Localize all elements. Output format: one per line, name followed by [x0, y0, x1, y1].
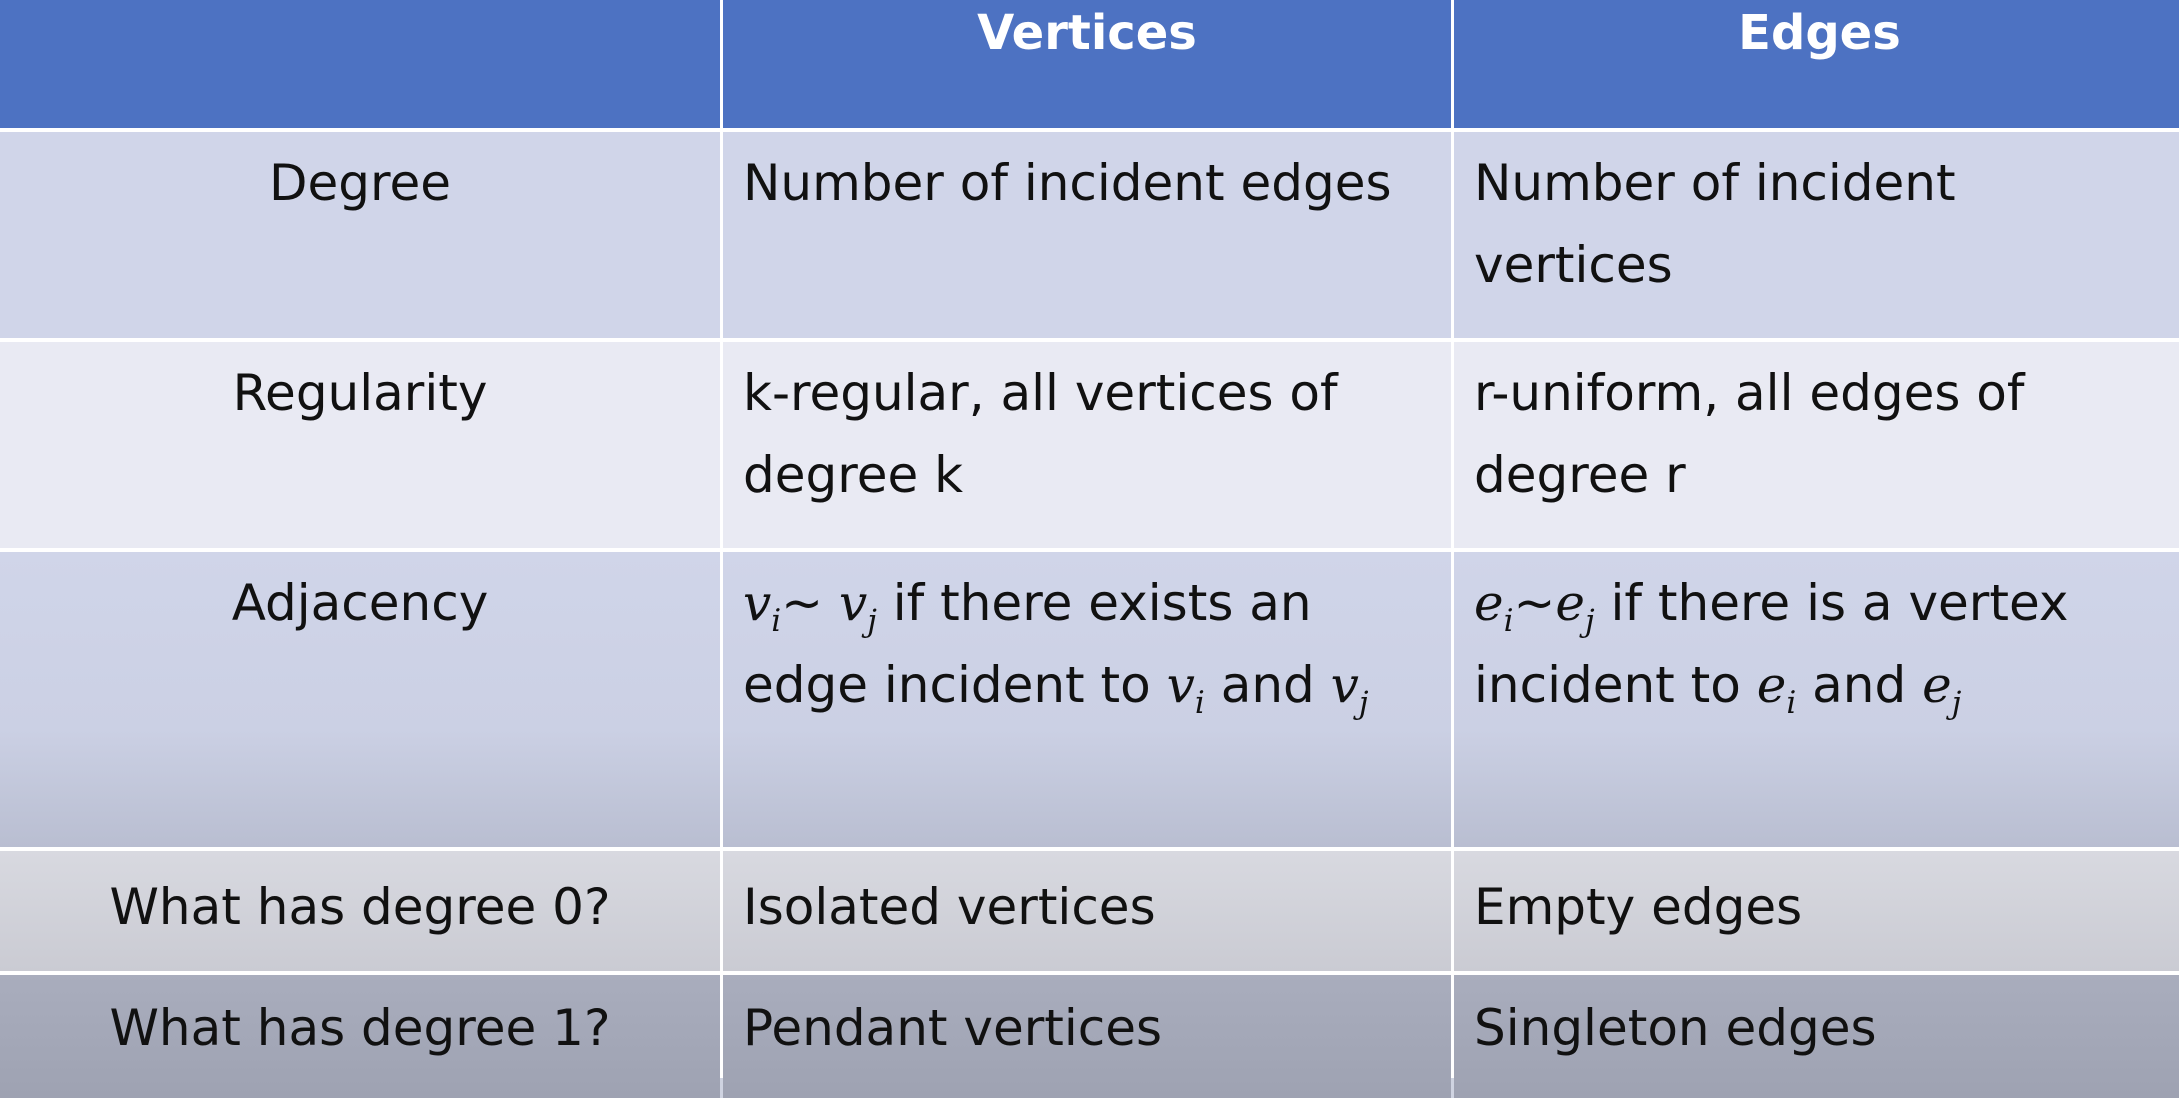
math-e: e: [1756, 656, 1787, 714]
row-degree-label: Degree: [269, 154, 451, 212]
row-regularity-label: Regularity: [232, 364, 488, 422]
row-degree-vertices: Number of incident edges: [723, 132, 1451, 338]
math-e: e: [1555, 574, 1586, 632]
math-sub-i: i: [1786, 684, 1797, 721]
row-regularity-edges-line1: r-uniform, all edges of: [1474, 364, 2025, 422]
row-adjacency-vertices: vi~ vj if there exists an edge incident …: [723, 552, 1451, 847]
row-adjacency-label-cell: Adjacency: [0, 552, 720, 847]
row-regularity-vertices-line2: degree k: [743, 446, 964, 504]
row-degree1-vertices-text: Pendant vertices: [743, 999, 1163, 1057]
adjacency-vertices-prefix2: edge incident to: [743, 656, 1167, 714]
math-sub-j: j: [1951, 684, 1962, 721]
math-sub-i: i: [1194, 684, 1205, 721]
header-edges-label: Edges: [1738, 5, 1901, 61]
adjacency-vertices-line2: edge incident to vi and vj: [743, 644, 1441, 726]
math-v: v: [1166, 656, 1195, 714]
math-e: e: [1474, 574, 1504, 632]
row-degree-vertices-text: Number of incident edges: [743, 154, 1392, 212]
math-v: v: [1330, 656, 1359, 714]
row-adjacency-label: Adjacency: [231, 574, 489, 632]
row-degree-edges-line2: vertices: [1474, 236, 1673, 294]
row-degree0-vertices: Isolated vertices: [723, 851, 1451, 971]
row-degree1-edges-text: Singleton edges: [1474, 999, 1877, 1057]
math-e: e: [1922, 656, 1952, 714]
math-v: v: [838, 574, 868, 632]
adjacency-vertices-rest1: if there exists an: [876, 574, 1312, 632]
math-sub-i: i: [771, 602, 782, 639]
row-degree1-vertices: Pendant vertices: [723, 975, 1451, 1098]
row-degree0-label: What has degree 0?: [109, 878, 611, 936]
header-vertices-label: Vertices: [977, 5, 1197, 61]
math-tilde: ~: [1513, 574, 1556, 632]
row-regularity-label-cell: Regularity: [0, 342, 720, 548]
row-regularity-edges: r-uniform, all edges of degree r: [1454, 342, 2179, 548]
row-degree-edges: Number of incident vertices: [1454, 132, 2179, 338]
row-degree-edges-line1: Number of incident: [1474, 154, 1956, 212]
adjacency-and: and: [1796, 656, 1923, 714]
adjacency-edges-rest1: if there is a vertex: [1594, 574, 2069, 632]
math-sub-j: j: [1358, 684, 1369, 721]
row-degree1-label: What has degree 1?: [109, 999, 611, 1057]
math-tilde: ~: [781, 574, 824, 632]
math-sub-j: j: [1585, 602, 1595, 639]
row-degree0-vertices-text: Isolated vertices: [743, 878, 1156, 936]
math-sub-j: j: [867, 602, 877, 639]
adjacency-vertices-line1: vi~ vj if there exists an: [743, 562, 1441, 644]
row-degree1-edges: Singleton edges: [1454, 975, 2179, 1098]
math-v: v: [743, 574, 772, 632]
adjacency-edges-prefix2: incident to: [1474, 656, 1757, 714]
row-adjacency-edges: ei~ej if there is a vertex incident to e…: [1454, 552, 2179, 847]
row-degree0-label-cell: What has degree 0?: [0, 851, 720, 971]
adjacency-edges-line2: incident to ei and ej: [1474, 644, 2175, 726]
row-degree0-edges-text: Empty edges: [1474, 878, 1803, 936]
row-regularity-vertices-line1: k-regular, all vertices of: [743, 364, 1338, 422]
row-regularity-vertices: k-regular, all vertices of degree k: [723, 342, 1451, 548]
row-degree1-label-cell: What has degree 1?: [0, 975, 720, 1098]
adjacency-and: and: [1204, 656, 1331, 714]
header-edges: Edges: [1454, 0, 2179, 128]
header-empty-cell: [0, 0, 720, 128]
row-degree-label-cell: Degree: [0, 132, 720, 338]
adjacency-edges-line1: ei~ej if there is a vertex: [1474, 562, 2175, 644]
row-regularity-edges-line2: degree r: [1474, 446, 1686, 504]
header-vertices: Vertices: [723, 0, 1451, 128]
math-sub-i: i: [1503, 602, 1514, 639]
row-degree0-edges: Empty edges: [1454, 851, 2179, 971]
